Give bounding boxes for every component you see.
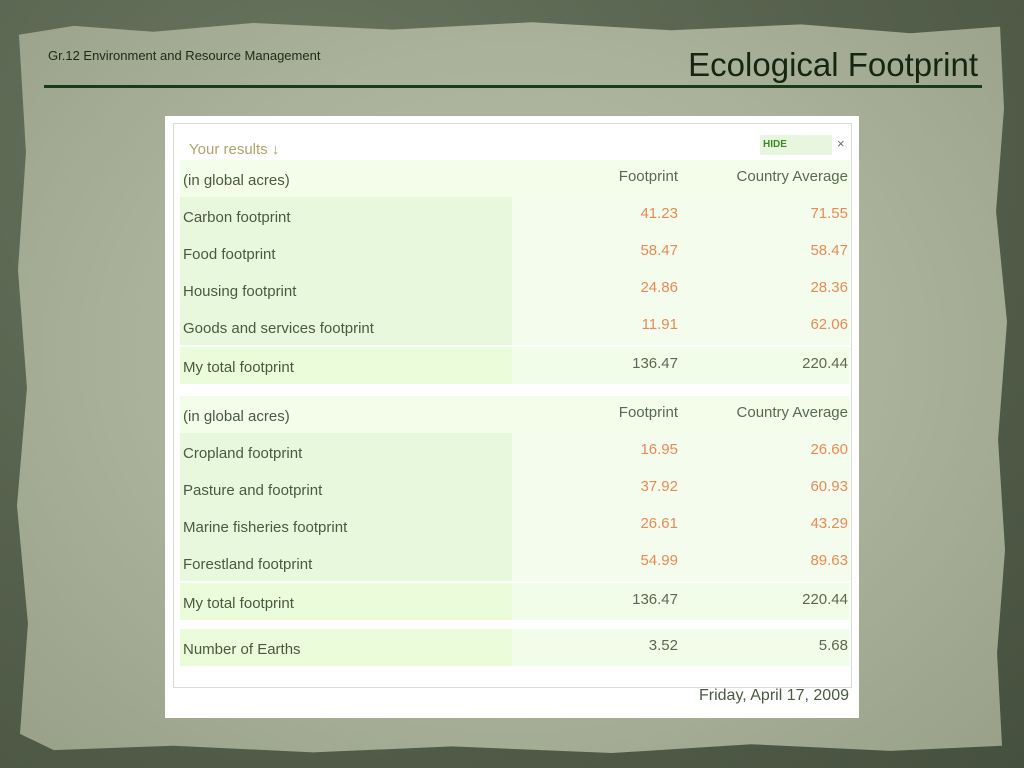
country-average-value: 220.44 <box>802 591 848 608</box>
footprint-value: 54.99 <box>640 552 678 569</box>
col-country-average-header: Country Average <box>736 168 848 185</box>
close-icon[interactable]: × <box>837 136 845 151</box>
footprint-value: 58.47 <box>640 242 678 259</box>
row-label: Forestland footprint <box>183 556 313 573</box>
table-row: Food footprint 58.47 58.47 <box>180 234 850 271</box>
table-header-row: (in global acres) Footprint Country Aver… <box>180 160 850 197</box>
footprint-value: 26.61 <box>640 515 678 532</box>
row-label: Carbon footprint <box>183 209 291 226</box>
footprint-value: 41.23 <box>640 205 678 222</box>
course-label: Gr.12 Environment and Resource Managemen… <box>48 48 321 63</box>
slide-title: Ecological Footprint <box>688 46 978 83</box>
row-label: Food footprint <box>183 246 276 263</box>
row-label: My total footprint <box>183 359 294 376</box>
country-average-value: 5.68 <box>818 637 848 654</box>
results-panel: Your results ↓ HIDE WINDOW ✕ × (in globa… <box>173 123 852 688</box>
row-label: Goods and services footprint <box>183 320 374 337</box>
total-row: My total footprint 136.47 220.44 <box>180 583 850 620</box>
footprint-value: 11.91 <box>641 316 678 333</box>
unit-label: (in global acres) <box>183 172 290 189</box>
col-footprint-header: Footprint <box>618 168 678 185</box>
row-label: Marine fisheries footprint <box>183 519 348 536</box>
unit-label: (in global acres) <box>183 408 290 425</box>
hide-window-button[interactable]: HIDE WINDOW ✕ <box>760 135 832 170</box>
country-average-value: 62.06 <box>810 316 848 333</box>
row-label: Pasture and footprint <box>183 482 323 499</box>
footprint-value: 16.95 <box>640 441 678 458</box>
table-row: Carbon footprint 41.23 71.55 <box>180 197 850 234</box>
footprint-value: 136.47 <box>632 591 678 608</box>
country-average-value: 58.47 <box>810 242 848 259</box>
earths-row: Number of Earths 3.52 5.68 <box>180 629 850 666</box>
country-average-value: 89.63 <box>810 552 848 569</box>
result-date: Friday, April 17, 2009 <box>698 687 849 704</box>
table-row: Forestland footprint 54.99 89.63 <box>180 544 850 581</box>
col-country-average-header: Country Average <box>736 404 848 421</box>
results-header: Your results ↓ <box>189 141 280 158</box>
country-average-value: 43.29 <box>810 515 848 532</box>
table-row: Housing footprint 24.86 28.36 <box>180 271 850 308</box>
country-average-value: 71.55 <box>810 205 848 222</box>
country-average-value: 220.44 <box>802 355 848 372</box>
footprint-value: 24.86 <box>640 279 678 296</box>
country-average-value: 60.93 <box>810 478 848 495</box>
table-row: Marine fisheries footprint 26.61 43.29 <box>180 507 850 544</box>
results-window: Your results ↓ HIDE WINDOW ✕ × (in globa… <box>165 116 859 718</box>
table-row: Goods and services footprint 11.91 62.06 <box>180 308 850 345</box>
footprint-value: 37.92 <box>640 478 678 495</box>
footprint-value: 136.47 <box>632 355 678 372</box>
footprint-value: 3.52 <box>648 637 678 654</box>
title-divider <box>44 85 982 88</box>
row-label: My total footprint <box>183 595 294 612</box>
table-row: Cropland footprint 16.95 26.60 <box>180 433 850 470</box>
total-row: My total footprint 136.47 220.44 <box>180 347 850 384</box>
country-average-value: 28.36 <box>810 279 848 296</box>
row-label: Cropland footprint <box>183 445 303 462</box>
table-row: Pasture and footprint 37.92 60.93 <box>180 470 850 507</box>
row-label: Housing footprint <box>183 283 297 300</box>
country-average-value: 26.60 <box>810 441 848 458</box>
row-label: Number of Earths <box>183 641 301 658</box>
table-header-row: (in global acres) Footprint Country Aver… <box>180 396 850 433</box>
col-footprint-header: Footprint <box>618 404 678 421</box>
